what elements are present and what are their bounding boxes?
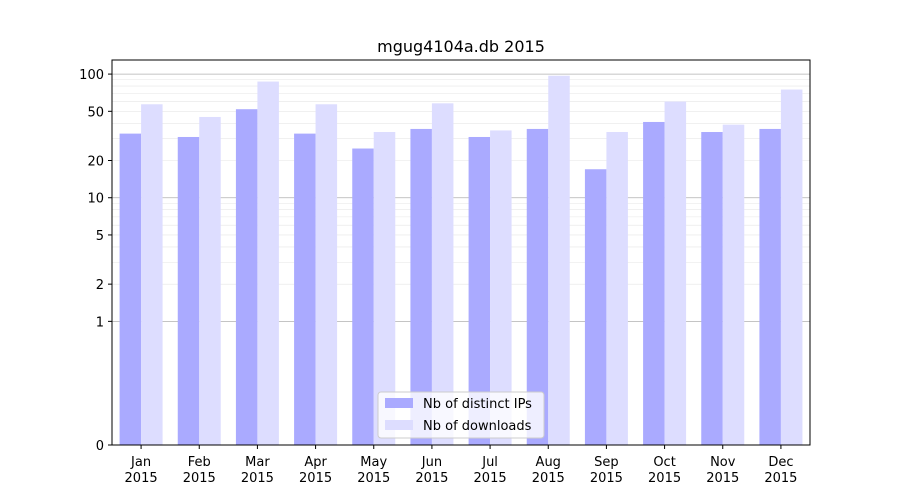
bar-distinct-ips	[352, 148, 374, 445]
x-tick-label: Oct 2015	[648, 455, 681, 486]
chart-title: mgug4104a.db 2015	[377, 37, 545, 56]
bar-downloads	[373, 132, 396, 446]
y-tick-label: 5	[96, 229, 104, 244]
bar-distinct-ips	[119, 133, 142, 445]
y-tick-label: 0	[96, 439, 104, 454]
y-tick-label: 20	[87, 155, 104, 170]
legend-label-ips: Nb of distinct IPs	[423, 397, 532, 412]
x-tick-label: Apr 2015	[299, 455, 332, 486]
x-tick-label: Feb 2015	[183, 455, 216, 486]
legend-swatch-downloads	[385, 420, 413, 430]
bar-downloads	[606, 132, 628, 446]
bar-downloads	[431, 103, 454, 445]
bar-downloads	[548, 75, 570, 445]
y-tick-label: 2	[96, 278, 104, 293]
bar-distinct-ips	[701, 132, 723, 446]
x-tick-label: Jan 2015	[125, 455, 158, 486]
x-tick-label: Dec 2015	[764, 455, 797, 486]
legend-label-downloads: Nb of downloads	[423, 419, 532, 434]
bar-downloads	[780, 89, 803, 445]
legend-frame	[377, 391, 545, 439]
x-tick-label: Jun 2015	[415, 455, 448, 486]
x-tick-label: Nov 2015	[706, 455, 739, 486]
bars	[119, 75, 803, 446]
bar-downloads	[257, 81, 279, 445]
bar-downloads	[664, 101, 687, 445]
plot-frame	[111, 59, 811, 446]
bar-distinct-ips	[410, 128, 432, 445]
bar-downloads	[141, 104, 163, 445]
bar-distinct-ips	[584, 169, 607, 445]
bar-distinct-ips	[177, 136, 200, 445]
bar-distinct-ips	[235, 109, 258, 445]
bar-downloads	[490, 130, 512, 445]
x-tick-label: Mar 2015	[241, 455, 274, 486]
bar-distinct-ips	[468, 136, 491, 445]
x-axis: Jan 2015 Feb 2015 Mar 2015 Apr 2015 May 2015 Jun 20…	[125, 445, 797, 486]
grid	[112, 73, 810, 322]
y-axis: 0 1 2 5 10 20 50 100	[79, 68, 112, 454]
bar-distinct-ips	[526, 128, 549, 445]
bar-downloads	[199, 116, 221, 445]
x-tick-label: Aug 2015	[532, 455, 565, 486]
x-tick-label: May 2015	[357, 455, 390, 486]
y-tick-label: 100	[79, 68, 104, 83]
y-tick-label: 10	[87, 192, 104, 207]
y-tick-label: 50	[87, 105, 104, 120]
bar-downloads	[722, 124, 745, 445]
y-tick-label: 1	[96, 315, 104, 330]
legend: Nb of distinct IPs Nb of downloads	[377, 391, 545, 439]
bar-distinct-ips	[759, 128, 781, 445]
bar-distinct-ips	[294, 133, 316, 445]
legend-swatch-ips	[385, 398, 413, 408]
bar-downloads	[315, 104, 338, 445]
x-tick-label: Jul 2015	[474, 455, 507, 486]
bar-distinct-ips	[643, 121, 665, 445]
x-tick-label: Sep 2015	[590, 455, 623, 486]
